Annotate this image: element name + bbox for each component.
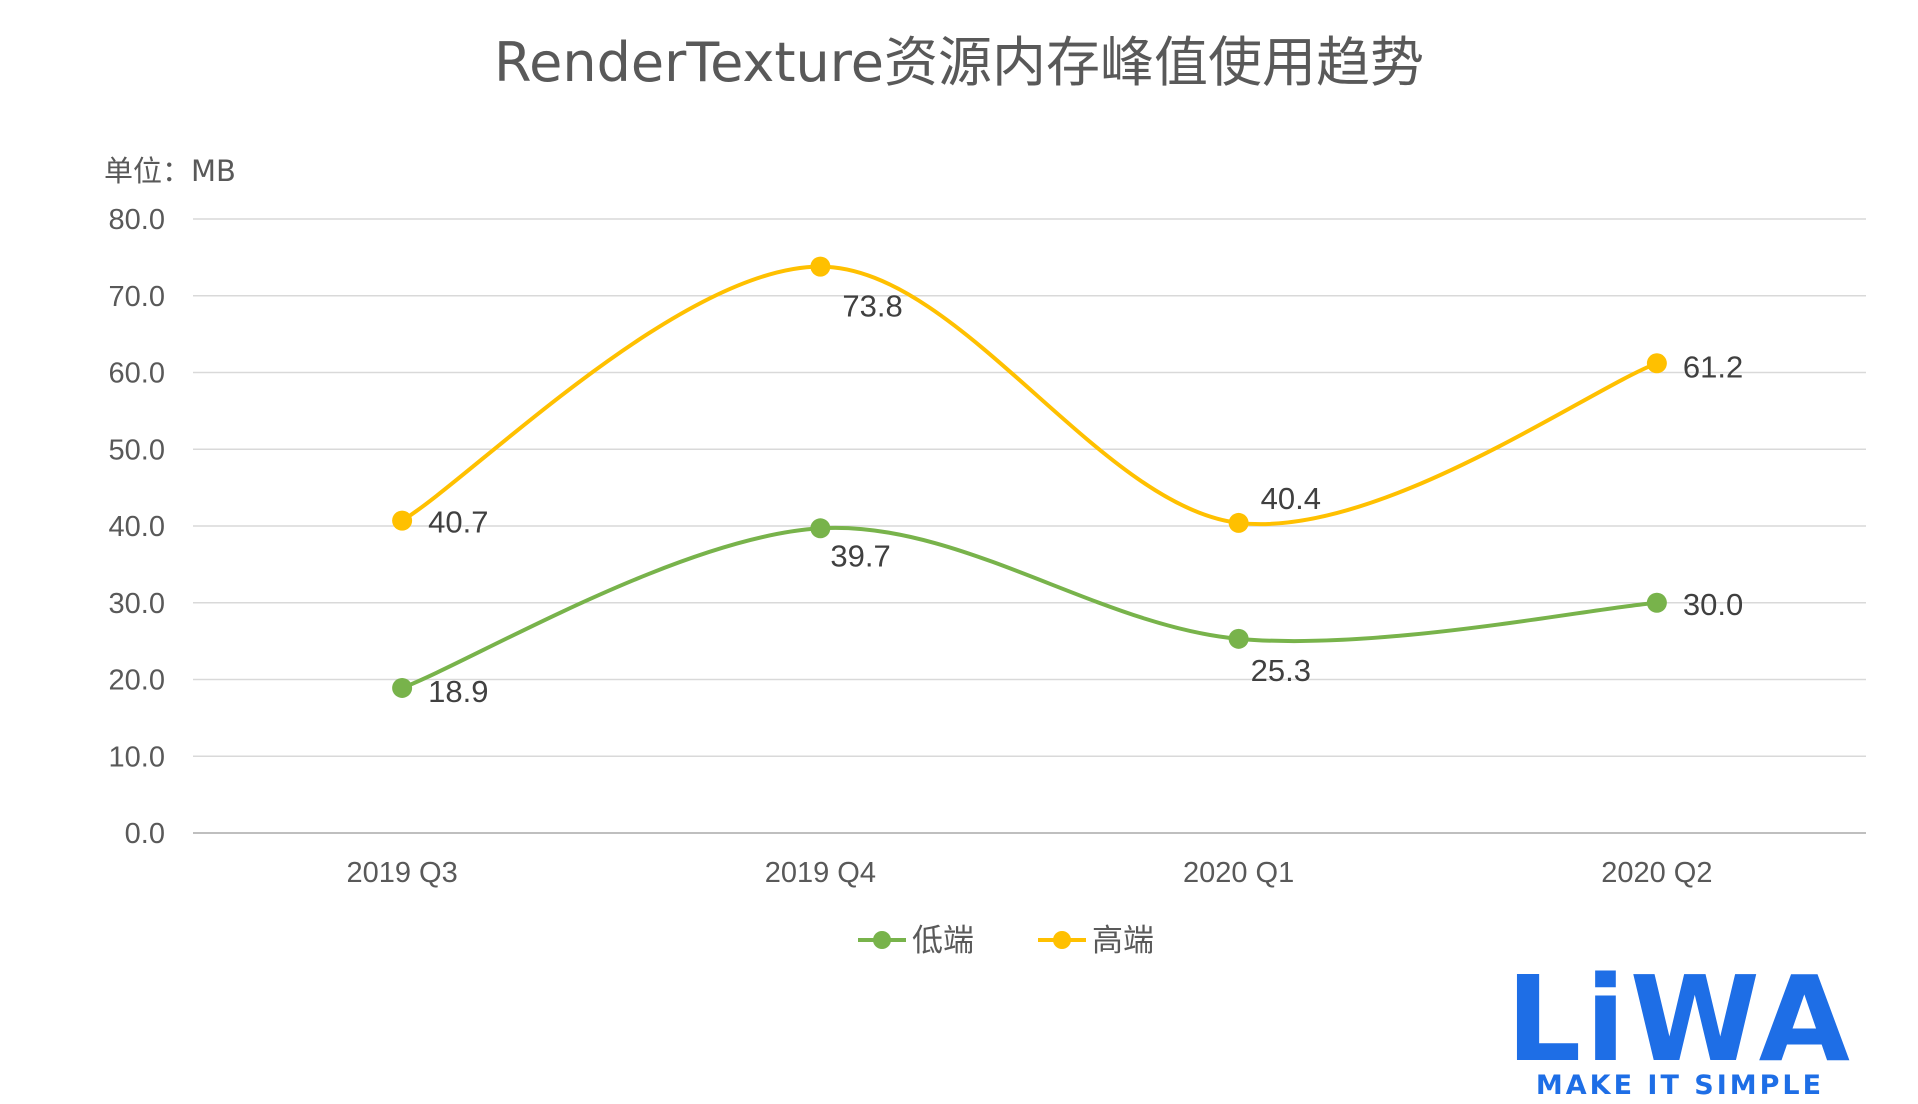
data-label: 40.4 bbox=[1261, 481, 1321, 516]
data-labels: 18.9 39.7 25.3 30.0 40.7 73.8 40.4 61.2 bbox=[428, 289, 1743, 709]
data-label: 61.2 bbox=[1683, 349, 1743, 384]
data-label: 73.8 bbox=[842, 289, 902, 324]
y-tick-label: 40.0 bbox=[109, 511, 165, 543]
data-label: 30.0 bbox=[1683, 587, 1743, 622]
y-tick-label: 30.0 bbox=[109, 588, 165, 620]
y-tick-label: 50.0 bbox=[109, 434, 165, 466]
y-tick-label: 60.0 bbox=[109, 358, 165, 390]
x-tick-label: 2019 Q3 bbox=[346, 857, 457, 889]
data-label: 40.7 bbox=[428, 505, 488, 540]
y-tick-label: 20.0 bbox=[109, 665, 165, 697]
legend: 低端 高端 bbox=[858, 923, 1154, 959]
data-label: 25.3 bbox=[1251, 653, 1311, 688]
y-axis-ticks: 0.0 10.0 20.0 30.0 40.0 50.0 60.0 70.0 80.0 bbox=[109, 204, 165, 850]
series-1-point-0 bbox=[392, 510, 413, 531]
data-label: 39.7 bbox=[830, 538, 890, 573]
unit-label: 单位：MB bbox=[104, 154, 236, 188]
series-1-point-2 bbox=[1228, 512, 1249, 533]
series-0-point-3 bbox=[1646, 592, 1667, 613]
x-tick-label: 2020 Q2 bbox=[1601, 857, 1712, 889]
x-axis-ticks: 2019 Q3 2019 Q4 2020 Q1 2020 Q2 bbox=[346, 857, 1712, 889]
series-line-1 bbox=[401, 264, 1658, 527]
series-1-point-3 bbox=[1646, 353, 1667, 374]
y-tick-label: 0.0 bbox=[125, 818, 165, 850]
data-label: 18.9 bbox=[428, 674, 488, 709]
series-group bbox=[392, 256, 1667, 698]
logo-tagline: MAKE IT SIMPLE bbox=[1536, 1070, 1824, 1100]
y-tick-label: 80.0 bbox=[109, 204, 165, 236]
series-0-point-2 bbox=[1228, 628, 1249, 649]
legend-marker-1 bbox=[1053, 931, 1071, 949]
x-tick-label: 2019 Q4 bbox=[765, 857, 876, 889]
series-0-point-1 bbox=[810, 518, 831, 539]
legend-label: 低端 bbox=[912, 923, 974, 959]
liwa-logo: LiWA MAKE IT SIMPLE bbox=[1506, 960, 1854, 1100]
y-tick-label: 70.0 bbox=[109, 281, 165, 313]
chart-title: RenderTexture资源内存峰值使用趋势 bbox=[494, 31, 1424, 94]
series-0-point-0 bbox=[392, 677, 413, 698]
legend-marker-0 bbox=[873, 931, 891, 949]
logo-word: LiWA bbox=[1506, 960, 1854, 1088]
series-line-0 bbox=[401, 525, 1658, 690]
series-1-point-1 bbox=[810, 256, 831, 277]
x-tick-label: 2020 Q1 bbox=[1183, 857, 1294, 889]
grid-lines bbox=[193, 218, 1866, 834]
y-tick-label: 10.0 bbox=[109, 741, 165, 773]
legend-label: 高端 bbox=[1092, 923, 1154, 959]
